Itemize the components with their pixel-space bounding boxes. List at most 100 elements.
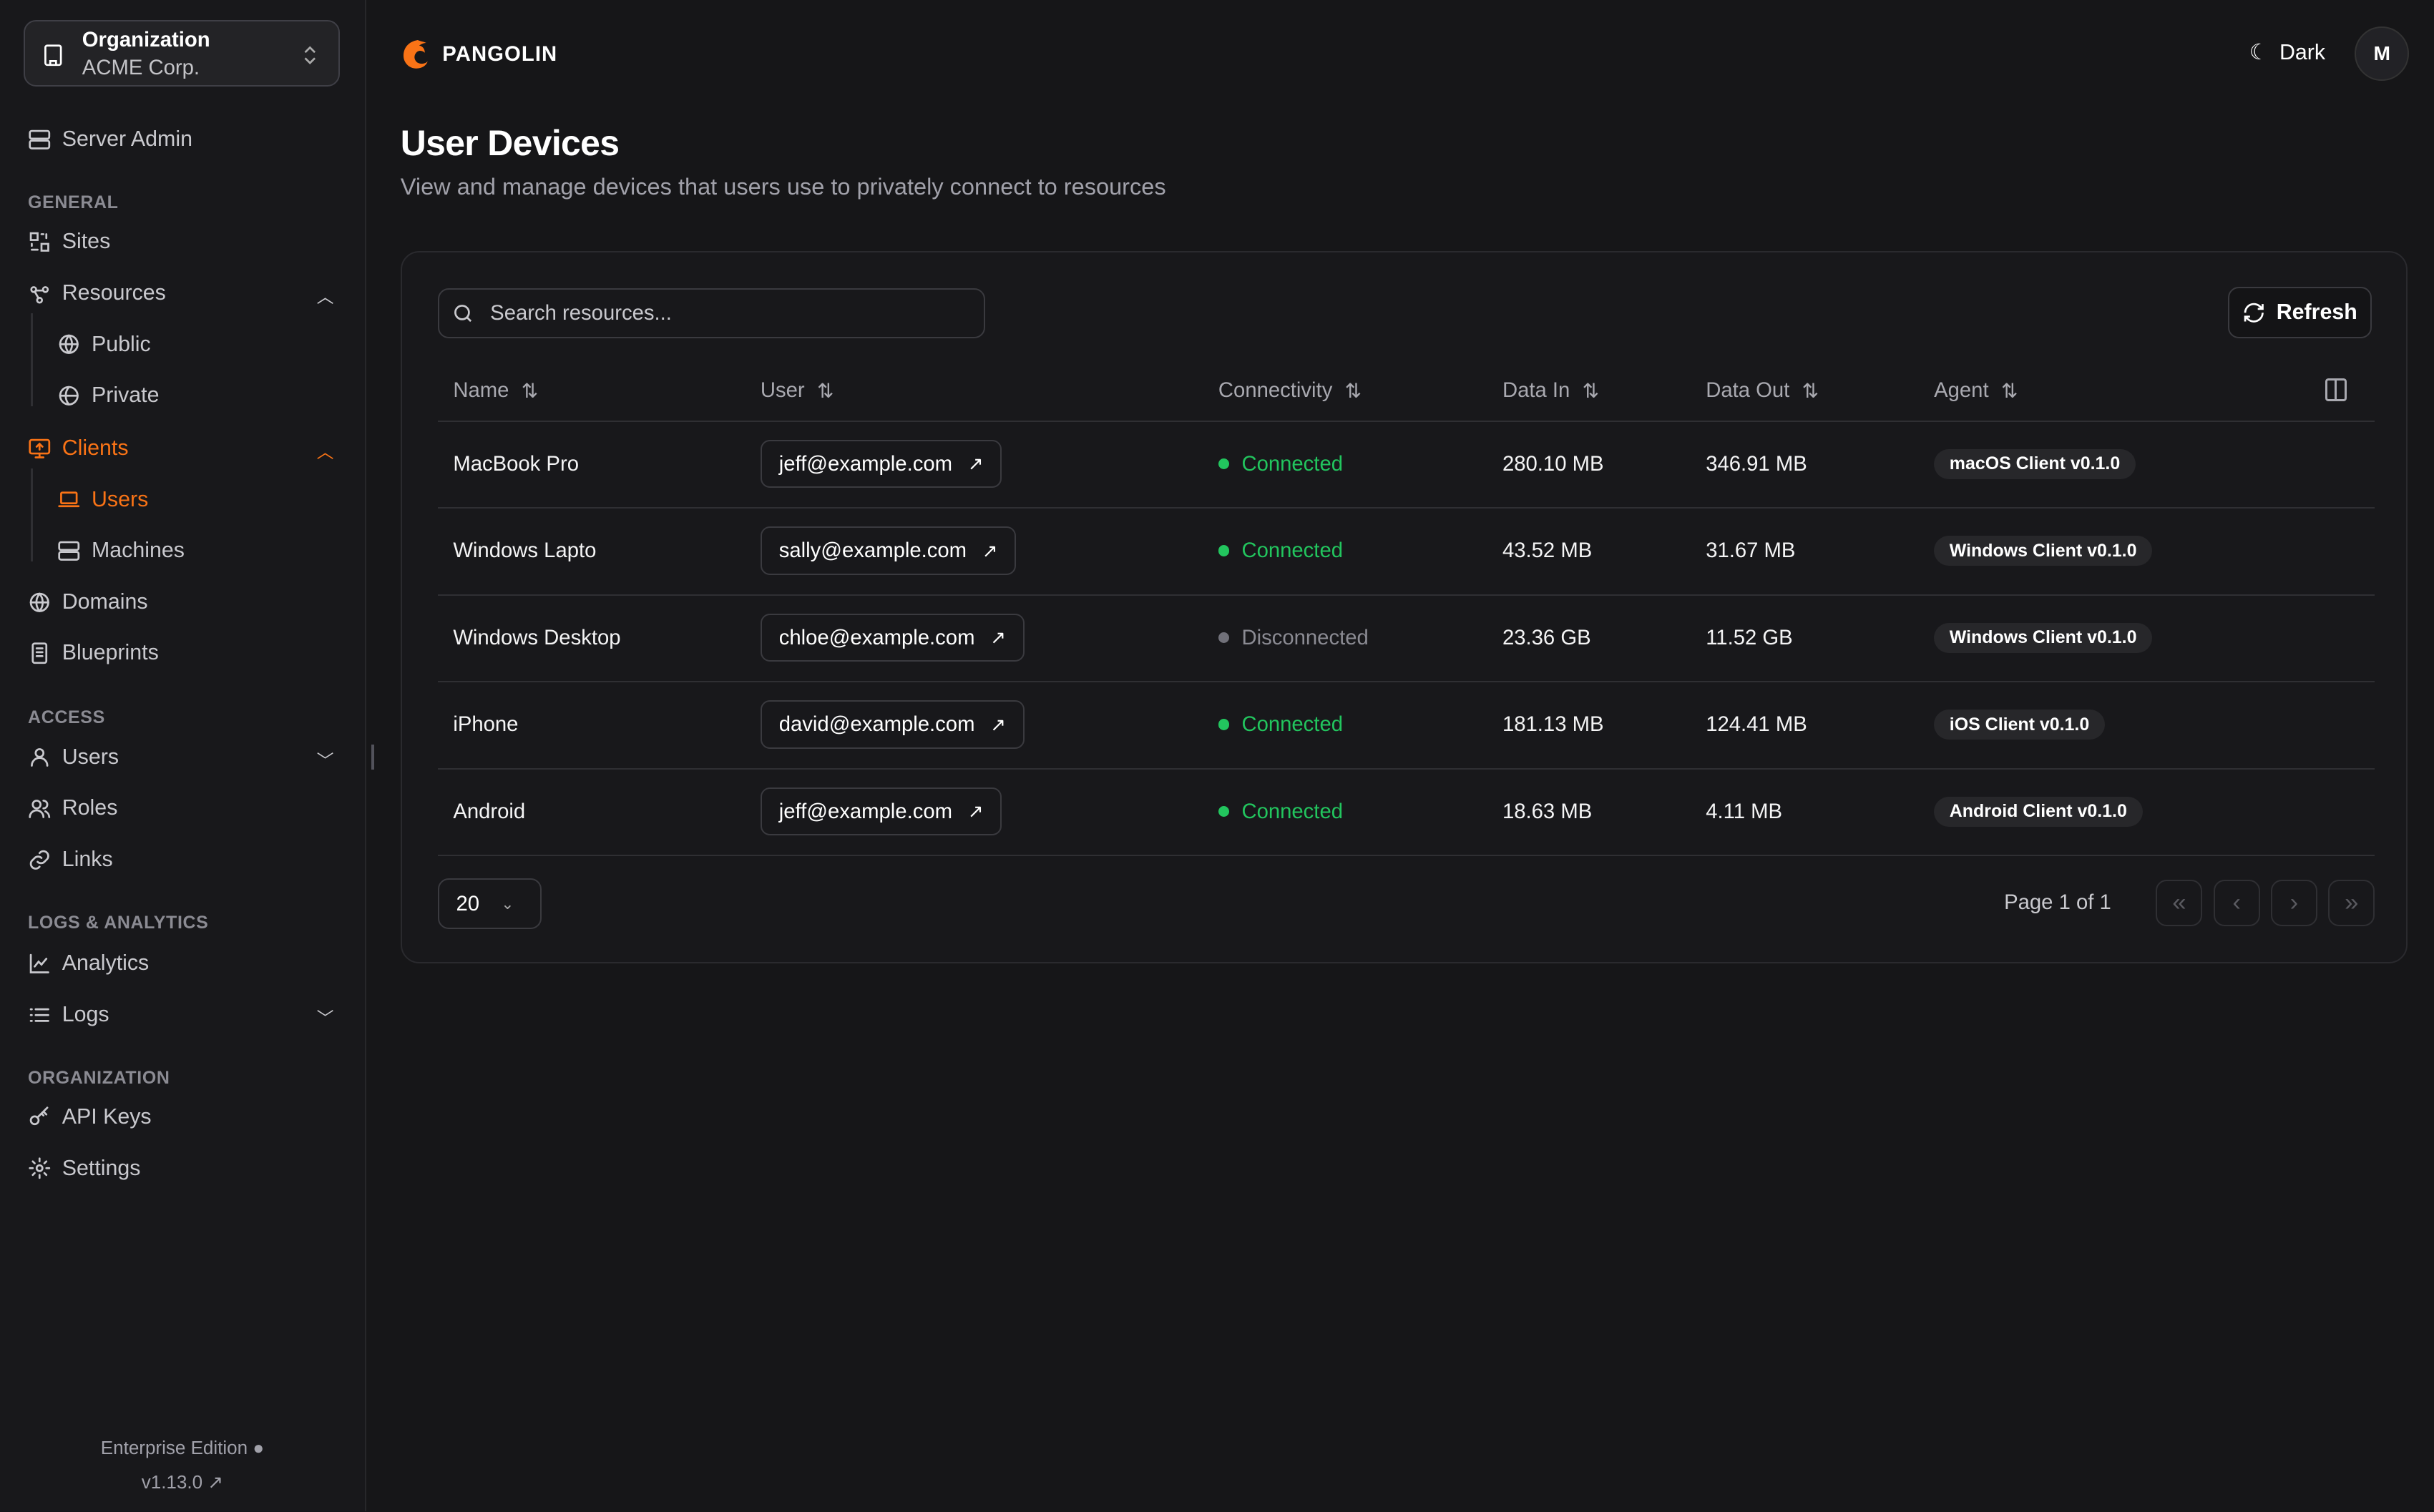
column-header-data-out[interactable]: Data Out ⇅ bbox=[1706, 378, 1819, 403]
user-email: chloe@example.com bbox=[778, 625, 975, 649]
last-page-button[interactable]: » bbox=[2328, 879, 2375, 927]
sidebar-resize-handle[interactable] bbox=[371, 745, 374, 770]
sidebar-item-resources-private[interactable]: Private bbox=[57, 375, 337, 416]
server-icon bbox=[57, 539, 81, 563]
document-icon bbox=[28, 642, 52, 665]
user-link-button[interactable]: chloe@example.com ↗ bbox=[760, 613, 1025, 662]
refresh-button[interactable]: Refresh bbox=[2227, 287, 2372, 338]
arrow-up-right-icon: ↗ bbox=[967, 453, 984, 475]
sidebar-item-label: Roles bbox=[62, 796, 118, 820]
server-icon bbox=[28, 128, 52, 152]
user-email: jeff@example.com bbox=[778, 451, 953, 476]
table-row[interactable]: Windows Desktop chloe@example.com ↗ Disconn… bbox=[437, 594, 2375, 683]
sidebar-item-clients-users[interactable]: Users bbox=[57, 479, 337, 519]
agent-badge: Android Client v0.1.0 bbox=[1934, 796, 2143, 827]
search-box[interactable] bbox=[437, 288, 986, 338]
user-link-button[interactable]: jeff@example.com ↗ bbox=[760, 787, 1002, 836]
sidebar-item-label: Machines bbox=[91, 539, 185, 563]
section-heading: ORGANIZATION bbox=[28, 1067, 170, 1088]
avatar[interactable]: M bbox=[2355, 26, 2410, 81]
sort-icon[interactable]: ⇅ bbox=[1344, 378, 1362, 402]
first-page-button[interactable]: « bbox=[2156, 879, 2203, 927]
main: PANGOLIN ☾ Dark M User Devices View and m… bbox=[366, 0, 2434, 1511]
agent-cell: iOS Client v0.1.0 bbox=[1934, 681, 2105, 767]
sidebar-item-resources-public[interactable]: Public bbox=[57, 324, 337, 364]
sidebar-item-analytics[interactable]: Analytics bbox=[28, 943, 337, 983]
tree-line bbox=[31, 313, 33, 407]
user-link-button[interactable]: jeff@example.com ↗ bbox=[760, 439, 1002, 489]
search-input[interactable] bbox=[487, 299, 959, 328]
column-header-user[interactable]: User ⇅ bbox=[761, 378, 834, 403]
status-dot bbox=[1218, 719, 1230, 730]
version-link[interactable]: v1.13.0 ↗ bbox=[0, 1471, 365, 1493]
theme-toggle[interactable]: ☾ Dark bbox=[2249, 40, 2326, 65]
user-link-button[interactable]: david@example.com ↗ bbox=[760, 700, 1025, 749]
sidebar-item-blueprints[interactable]: Blueprints bbox=[28, 633, 337, 673]
sidebar-item-label: Links bbox=[62, 847, 113, 871]
status-label: Connected bbox=[1241, 539, 1343, 563]
sidebar-item-sites[interactable]: Sites bbox=[28, 222, 337, 262]
sidebar-item-label: Clients bbox=[62, 436, 129, 460]
user-cell: sally@example.com ↗ bbox=[760, 507, 1017, 594]
sidebar-item-links[interactable]: Links bbox=[28, 840, 337, 880]
sidebar-item-roles[interactable]: Roles bbox=[28, 788, 337, 828]
sort-icon[interactable]: ⇅ bbox=[817, 378, 834, 402]
sidebar-item-logs[interactable]: Logs ﹀ bbox=[28, 995, 337, 1035]
sort-icon[interactable]: ⇅ bbox=[1802, 378, 1819, 402]
sort-icon[interactable]: ⇅ bbox=[2000, 378, 2018, 402]
table-row[interactable]: Android jeff@example.com ↗ Connected 18.63 M… bbox=[437, 768, 2375, 857]
chevron-down-icon[interactable]: ﹀ bbox=[316, 1008, 334, 1029]
chevrons-up-down-icon bbox=[298, 44, 322, 67]
edition-label: Enterprise Edition bbox=[100, 1437, 248, 1459]
sort-icon[interactable]: ⇅ bbox=[1582, 378, 1600, 402]
building-icon bbox=[41, 44, 65, 67]
sidebar-item-clients[interactable]: Clients ︿ bbox=[28, 428, 337, 468]
data-in: 43.52 MB bbox=[1502, 539, 1593, 563]
brand-name: PANGOLIN bbox=[442, 41, 558, 66]
page-size-value: 20 bbox=[456, 891, 480, 915]
sidebar-item-api-keys[interactable]: API Keys bbox=[28, 1097, 337, 1137]
status-dot bbox=[1218, 545, 1230, 556]
sidebar-item-label: Private bbox=[91, 383, 160, 408]
column-toggle-icon[interactable] bbox=[2325, 378, 2347, 402]
agent-cell: Windows Client v0.1.0 bbox=[1934, 507, 2153, 594]
external-link-icon: ↗ bbox=[207, 1471, 224, 1493]
table-row[interactable]: Windows Lapto sally@example.com ↗ Connected… bbox=[437, 507, 2375, 596]
gear-icon bbox=[28, 1157, 52, 1180]
connectivity-status: Disconnected bbox=[1218, 594, 1369, 681]
column-header-connectivity[interactable]: Connectivity ⇅ bbox=[1218, 378, 1362, 403]
sort-icon[interactable]: ⇅ bbox=[521, 378, 539, 402]
user-email: jeff@example.com bbox=[778, 799, 953, 823]
prev-page-button[interactable]: ‹ bbox=[2213, 879, 2260, 927]
column-label: User bbox=[760, 378, 805, 403]
version-label: v1.13.0 bbox=[141, 1471, 203, 1493]
chevron-down-icon[interactable]: ﹀ bbox=[316, 751, 334, 771]
table-row[interactable]: MacBook Pro jeff@example.com ↗ Connected 280… bbox=[437, 421, 2375, 509]
status-dot bbox=[1218, 805, 1230, 818]
section-heading: ACCESS bbox=[28, 707, 105, 728]
sidebar-item-users[interactable]: Users ﹀ bbox=[28, 737, 337, 777]
column-header-agent[interactable]: Agent ⇅ bbox=[1934, 378, 2018, 403]
table-row[interactable]: iPhone david@example.com ↗ Connected 181.13 … bbox=[437, 681, 2375, 770]
page-size-select[interactable]: 20 ⌄ bbox=[437, 878, 542, 930]
user-cell: jeff@example.com ↗ bbox=[760, 768, 1002, 855]
section-heading: GENERAL bbox=[28, 192, 119, 213]
sidebar-item-resources[interactable]: Resources ︿ bbox=[28, 273, 337, 313]
device-name: iPhone bbox=[453, 712, 519, 736]
sidebar-item-settings[interactable]: Settings bbox=[28, 1149, 337, 1189]
sidebar-item-label: Users bbox=[62, 745, 119, 769]
chevron-up-icon[interactable]: ︿ bbox=[316, 442, 334, 462]
column-header-data-in[interactable]: Data In ⇅ bbox=[1502, 378, 1599, 403]
brand-logo[interactable]: PANGOLIN bbox=[401, 37, 558, 72]
column-header-name[interactable]: Name ⇅ bbox=[453, 378, 538, 403]
sidebar-item-domains[interactable]: Domains bbox=[28, 582, 337, 622]
user-link-button[interactable]: sally@example.com ↗ bbox=[760, 526, 1017, 575]
next-page-button[interactable]: › bbox=[2270, 879, 2317, 927]
chevron-up-icon[interactable]: ︿ bbox=[316, 287, 334, 307]
edition-link[interactable]: Enterprise Edition ● bbox=[0, 1437, 365, 1459]
org-switcher[interactable]: Organization ACME Corp. bbox=[23, 20, 341, 87]
sidebar-item-clients-machines[interactable]: Machines bbox=[57, 531, 337, 571]
key-icon bbox=[28, 1106, 52, 1129]
user-cell: jeff@example.com ↗ bbox=[760, 421, 1002, 507]
sidebar-item-server-admin[interactable]: Server Admin bbox=[28, 119, 337, 159]
